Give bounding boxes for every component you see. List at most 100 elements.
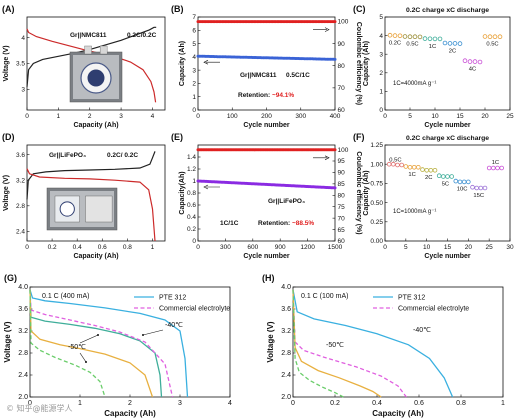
rate-point: [457, 41, 463, 46]
y-tick-label: 0.75: [370, 181, 383, 188]
annotation-text: -50℃: [68, 344, 86, 351]
annotation-text: -50℃: [326, 342, 344, 349]
rate-point: [420, 167, 425, 172]
y-tick-label: 4: [21, 35, 25, 42]
rate-label: 0.5C: [406, 42, 418, 48]
rate-point: [486, 165, 492, 171]
y-tick-label: 2.4: [281, 372, 291, 379]
y-tick-label: 2.8: [16, 203, 25, 210]
x-tick-label: 900: [275, 244, 286, 251]
y2-tick-label: 95: [338, 158, 346, 165]
cell-tab: [99, 45, 108, 55]
y-tick-label: 3.2: [281, 328, 291, 335]
rate-point: [432, 36, 438, 42]
rate-point: [497, 34, 503, 39]
y2-tick-label: 80: [338, 192, 346, 199]
retention-text: Retention: ~94.1%: [238, 92, 294, 99]
x-tick-label: 2: [128, 400, 132, 407]
annotation-arrow: [142, 329, 164, 336]
y2-tick-label: 90: [338, 41, 346, 48]
x-tick-label: 0: [25, 244, 29, 251]
y-tick-label: 0: [192, 238, 196, 245]
plot-frame: [29, 286, 231, 398]
annotation-text: 0.1 C (400 mA): [42, 293, 89, 300]
x-tick-label: 30: [506, 244, 514, 251]
x-tick-label: 0.6: [98, 244, 107, 251]
y2-tick-label: 70: [338, 85, 346, 92]
y2-tick-label: 60: [338, 107, 346, 114]
legend-label: PTE 312: [159, 295, 186, 302]
y-tick-label: 0.8: [187, 190, 196, 197]
panel-label-h: (H): [262, 273, 275, 283]
rate-label: 10C: [457, 187, 468, 193]
annotation-text: -40℃: [165, 322, 183, 329]
y-tick-label: 5: [192, 41, 196, 48]
y-tick-label: 3.6: [18, 306, 28, 313]
y-tick-label: 0.6: [187, 202, 196, 209]
annotation-text: Gr||LiFePO₄: [268, 198, 305, 205]
x-tick-label: 0.2: [330, 400, 340, 407]
y-tick-label: 0.4: [187, 214, 196, 221]
x-tick-label: 20: [465, 244, 473, 251]
x-axis-label: Capacity (Ah): [73, 122, 118, 129]
x-tick-label: 4: [151, 113, 155, 120]
rate-point: [462, 58, 468, 63]
m40-pte-curve: [29, 289, 163, 398]
x-tick-label: 25: [506, 113, 514, 120]
rate-label: 5C: [442, 181, 449, 187]
rate-point: [432, 168, 438, 173]
rate-point: [402, 34, 408, 39]
arrow-to-right-axis: [313, 27, 330, 32]
rate-point: [447, 41, 453, 46]
y-tick-label: 3: [21, 87, 25, 94]
y-tick-label: 3.5: [16, 61, 25, 68]
chart-title: 0.2C charge xC discharge: [406, 7, 489, 14]
rt-pte-curve: [29, 289, 189, 398]
x-tick-label: 10: [423, 244, 431, 251]
y-tick-label: 2.8: [281, 350, 291, 357]
y2-axis-label: Coulombic efficiency (%): [355, 151, 362, 234]
rate-point: [417, 34, 423, 40]
rate-point: [442, 40, 448, 46]
y-tick-label: 7: [192, 14, 196, 21]
panel-label-c: (C): [353, 4, 366, 14]
y-tick-label: 0.50: [370, 200, 383, 207]
chart-title: 0.2C charge xC discharge: [406, 135, 489, 142]
rate-point: [436, 173, 442, 179]
rate-point: [415, 165, 421, 170]
y2-tick-label: 80: [338, 63, 346, 70]
annotation-arrow-head: [97, 334, 99, 336]
y-tick-label: 3: [192, 67, 196, 74]
annotation-arrow-head: [85, 361, 87, 363]
x-tick-label: 3: [178, 400, 182, 407]
y-tick-label: 2.4: [18, 372, 28, 379]
x-tick-label: 0: [196, 244, 200, 251]
capacity-point: [333, 57, 337, 61]
panel-label-g: (G): [4, 273, 17, 283]
rate-point: [495, 165, 500, 171]
y-tick-label: 4: [192, 54, 196, 61]
x-tick-label: 600: [247, 244, 258, 251]
cell-tab: [84, 45, 92, 55]
rate-point: [449, 174, 455, 179]
x-axis-label: Cycle number: [424, 253, 471, 260]
rate-point: [461, 179, 467, 185]
x-tick-label: 0.8: [123, 244, 132, 251]
panel-label-a: (A): [2, 4, 15, 14]
rate-label: 0.5C: [486, 42, 498, 48]
y-axis-label: Voltage (V): [266, 321, 275, 363]
y-tick-label: 3.6: [281, 306, 291, 313]
y-tick-label: 2: [192, 81, 196, 88]
panel-label-d: (D): [2, 132, 15, 142]
m40-commercial-curve: [292, 289, 407, 398]
y-axis-label: Voltage (V): [3, 321, 12, 363]
rate-point: [387, 32, 393, 38]
annotation-text: 1C=4000mA g⁻¹: [393, 81, 436, 87]
rate-point: [499, 165, 505, 171]
rate-label: 0.2C: [389, 41, 401, 47]
rate-point: [487, 34, 493, 39]
plot-frame: [292, 286, 504, 398]
m40-commercial-curve: [29, 289, 174, 398]
rate-point: [478, 185, 484, 191]
